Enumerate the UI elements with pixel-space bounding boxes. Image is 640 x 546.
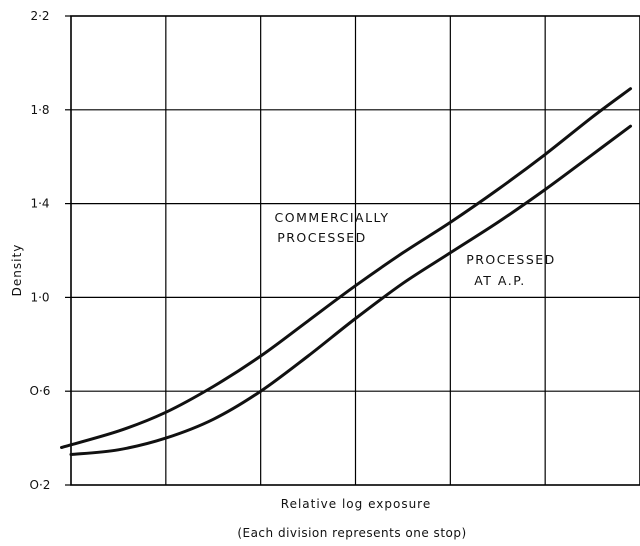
y-tick-label-2: 1·0 [30, 290, 49, 304]
series-label-ap-line2: AT A.P. [474, 273, 526, 288]
y-tick-label-5: 2·2 [30, 9, 49, 23]
y-axis-label: Density [10, 244, 24, 297]
y-tick-label-0: O·2 [30, 478, 51, 492]
y-tick-labels: O·2 O·6 1·0 1·4 1·8 2·2 [30, 9, 71, 492]
series-label-commercially-line2: PROCESSED [277, 230, 367, 245]
grid [71, 16, 640, 485]
x-axis-label: Relative log exposure [281, 497, 431, 511]
series-line-0 [60, 87, 632, 449]
y-tick-label-1: O·6 [30, 384, 51, 398]
series-label-ap-line1: PROCESSED [466, 252, 556, 267]
y-tick-label-4: 1·8 [30, 103, 49, 117]
y-tick-label-3: 1·4 [30, 197, 49, 211]
plot-frame [70, 15, 640, 486]
series-label-commercially-line1: COMMERCIALLY [275, 210, 390, 225]
series-line-1 [69, 124, 632, 456]
x-axis-note: (Each division represents one stop) [237, 526, 466, 540]
series-lines [60, 87, 632, 456]
